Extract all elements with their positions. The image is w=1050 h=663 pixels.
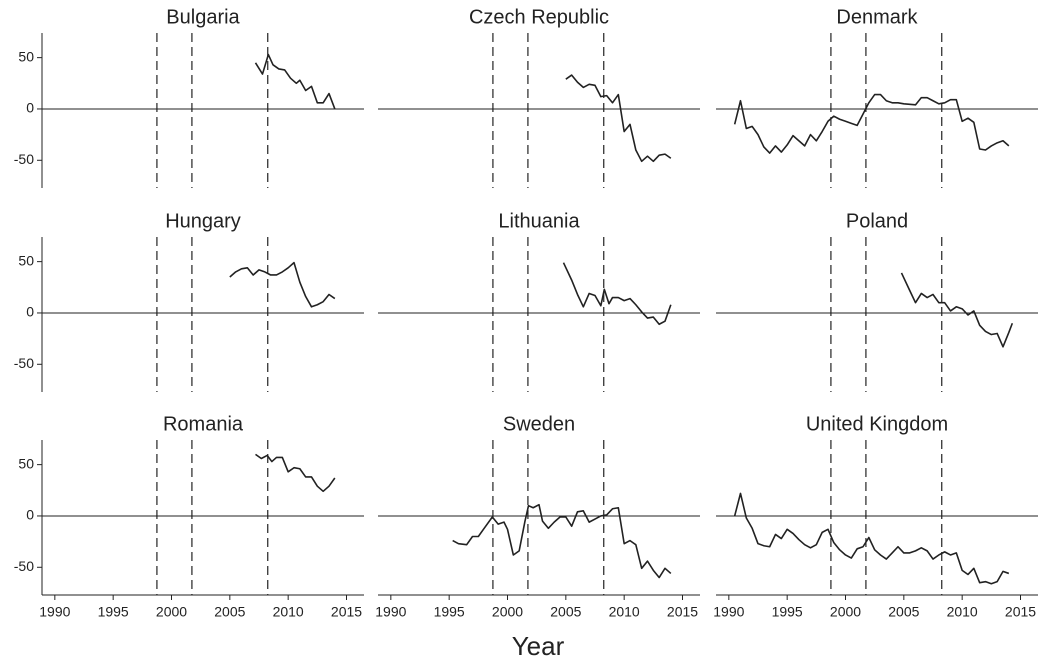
panel-title: Lithuania <box>498 210 580 232</box>
x-tick-label: 1990 <box>39 604 70 620</box>
x-tick-label: 2015 <box>1005 604 1036 620</box>
data-line <box>733 93 1010 154</box>
y-tick-label: 50 <box>18 455 34 471</box>
x-tick-label: 2005 <box>214 604 245 620</box>
y-tick-label: -50 <box>14 558 34 574</box>
x-tick-label: 1995 <box>98 604 129 620</box>
x-tick-label: 2015 <box>331 604 362 620</box>
x-tick-label: 1995 <box>434 604 465 620</box>
x-tick-label: 2000 <box>830 604 861 620</box>
panel-title: Bulgaria <box>166 6 240 28</box>
panel-title: Hungary <box>165 210 241 232</box>
y-tick-label: 0 <box>26 100 34 116</box>
data-line <box>452 503 672 579</box>
data-line <box>733 492 1010 585</box>
y-tick-label: 50 <box>18 252 34 268</box>
y-tick-label: -50 <box>14 151 34 167</box>
panel-title: Poland <box>846 210 908 232</box>
x-tick-label: 1990 <box>375 604 406 620</box>
x-axis-label: Year <box>512 631 565 661</box>
x-tick-label: 1990 <box>713 604 744 620</box>
x-tick-label: 2010 <box>609 604 640 620</box>
x-tick-label: 2010 <box>273 604 304 620</box>
data-line <box>229 261 336 308</box>
panel-title: Czech Republic <box>469 6 609 28</box>
panel-title: Denmark <box>836 6 918 28</box>
x-tick-label: 2000 <box>156 604 187 620</box>
y-tick-label: 0 <box>26 304 34 320</box>
x-tick-label: 2005 <box>550 604 581 620</box>
panel-title: United Kingdom <box>806 413 948 435</box>
y-tick-label: -50 <box>14 355 34 371</box>
x-tick-label: 2005 <box>888 604 919 620</box>
data-line <box>255 453 336 493</box>
panel-title: Sweden <box>503 413 575 435</box>
x-tick-label: 2000 <box>492 604 523 620</box>
y-tick-label: 0 <box>26 507 34 523</box>
data-line <box>254 53 336 110</box>
data-line <box>900 272 1014 348</box>
x-tick-label: 1995 <box>772 604 803 620</box>
x-tick-label: 2010 <box>947 604 978 620</box>
y-tick-label: 50 <box>18 48 34 64</box>
panel-title: Romania <box>163 413 244 435</box>
data-line <box>565 74 672 163</box>
x-tick-label: 2015 <box>667 604 698 620</box>
data-line <box>562 262 672 326</box>
